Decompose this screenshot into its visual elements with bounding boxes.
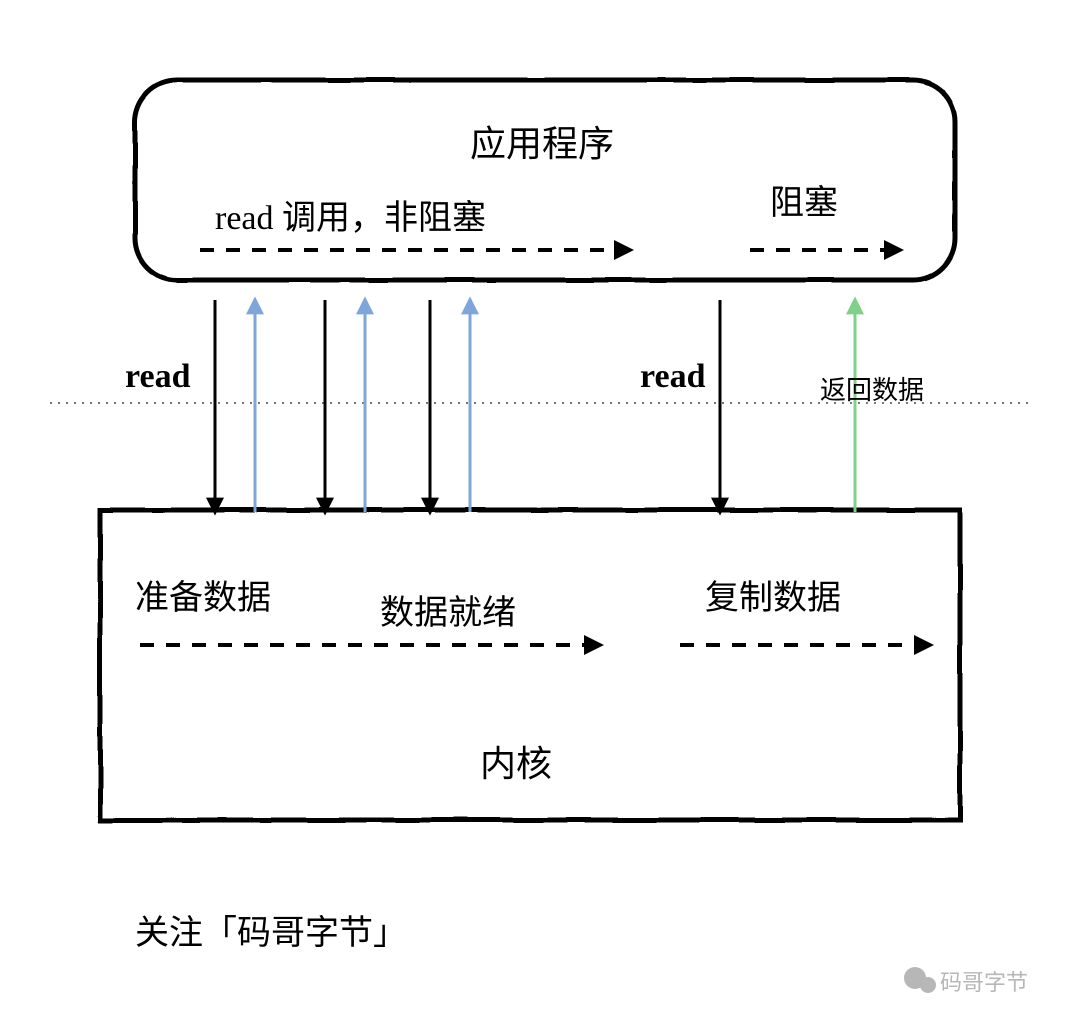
app-block-label: 阻塞 — [770, 175, 838, 224]
kernel-prep-label: 准备数据 — [135, 570, 271, 619]
read-left-label: read — [125, 358, 190, 396]
app-title: 应用程序 — [470, 115, 614, 167]
kernel-title: 内核 — [480, 735, 552, 787]
vertical-arrow-pairs — [215, 300, 470, 512]
footer-text: 关注「码哥字节」 — [135, 905, 407, 954]
kernel-copy-label: 复制数据 — [705, 570, 841, 619]
wechat-icon — [904, 967, 936, 993]
return-data-label: 返回数据 — [820, 370, 924, 407]
watermark-text: 码哥字节 — [940, 965, 1028, 997]
kernel-ready-label: 数据就绪 — [380, 585, 516, 634]
app-read-label: read 调用，非阻塞 — [215, 190, 486, 239]
diagram-stage: 应用程序 read 调用，非阻塞 阻塞 read read 返回数据 准备数据 … — [0, 0, 1080, 1025]
read-right-label: read — [640, 358, 705, 396]
